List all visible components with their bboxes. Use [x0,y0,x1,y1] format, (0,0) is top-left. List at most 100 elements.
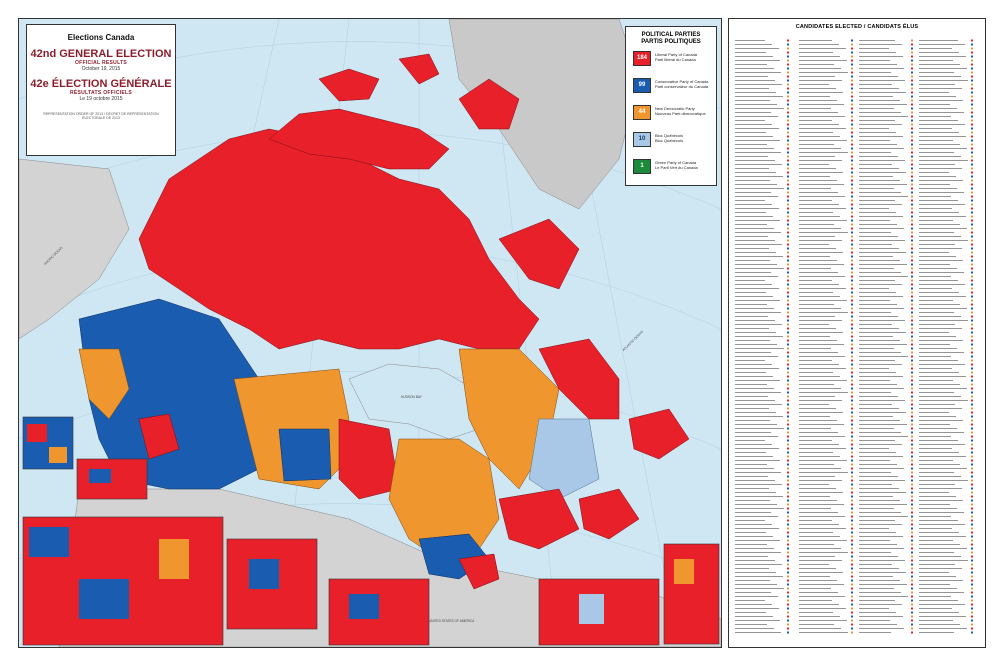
party-swatch [911,471,913,474]
party-swatch [787,599,789,602]
candidate-line [859,532,896,533]
candidate-line [859,80,905,81]
candidate-line [859,496,893,497]
sask-south [278,428,332,482]
candidate-line [799,348,831,349]
candidate-line [799,340,837,341]
party-swatch [971,383,973,386]
party-swatch [787,499,789,502]
party-swatch [971,227,973,230]
party-swatch [971,543,973,546]
candidate-line [735,288,779,289]
candidate-line [799,336,830,337]
party-swatch [911,251,913,254]
party-swatch [851,127,853,130]
candidate-line [799,520,832,521]
party-swatch [971,131,973,134]
party-swatch [851,251,853,254]
candidate-line [859,540,890,541]
candidate-line [799,380,847,381]
party-swatch [971,267,973,270]
party-swatch [851,543,853,546]
candidate-line [919,592,964,593]
candidate-line [919,180,963,181]
candidate-line [799,88,836,89]
candidate-line [919,192,964,193]
candidate-line [735,388,774,389]
candidate-line [799,424,844,425]
candidate-line [919,200,958,201]
candidate-line [919,240,968,241]
candidate-line [919,564,955,565]
candidate-line [919,380,953,381]
candidate-line [859,228,904,229]
candidate-line [919,524,965,525]
candidate-line [859,352,901,353]
candidate-line [735,196,778,197]
candidate-line [859,488,899,489]
party-swatch [851,87,853,90]
party-swatch [851,63,853,66]
party-swatch [971,287,973,290]
party-swatch [851,387,853,390]
candidate-line [799,372,833,373]
party-swatch [851,531,853,534]
hudson-bay-label: HUDSON BAY [401,395,422,399]
candidate-line [799,320,842,321]
candidate-line [919,272,964,273]
party-swatch [787,171,789,174]
candidate-line [919,312,954,313]
party-swatch [971,547,973,550]
candidate-line [735,264,777,265]
seat-count-badge: 44 [633,105,651,120]
candidate-line [919,500,963,501]
candidate-line [735,540,780,541]
arctic-island-1 [268,108,450,170]
candidate-line [799,268,831,269]
candidate-line [919,392,954,393]
party-swatch [911,439,913,442]
party-swatch [787,347,789,350]
candidate-line [859,160,905,161]
candidate-line [799,612,833,613]
party-swatch [911,295,913,298]
seat-count-badge: 1 [633,159,651,174]
candidate-line [859,212,896,213]
party-swatch [911,343,913,346]
candidate-line [859,324,892,325]
candidate-line [919,84,955,85]
party-swatch [851,103,853,106]
candidate-line [735,120,765,121]
usa-label: UNITED STATES OF AMERICA [429,619,475,623]
party-swatch [911,335,913,338]
party-swatch [787,539,789,542]
party-swatch [971,347,973,350]
candidate-line [859,312,891,313]
candidate-line [799,344,844,345]
candidate-line [919,72,954,73]
party-swatch [911,359,913,362]
candidate-line [735,72,781,73]
candidate-line [735,492,776,493]
party-name-en: Bloc Québécois [655,133,684,138]
candidate-line [919,80,968,81]
party-swatch [911,115,913,118]
candidate-line [859,368,889,369]
candidate-line [859,548,904,549]
party-swatch [911,147,913,150]
candidate-line [919,44,965,45]
party-swatch [787,163,789,166]
party-swatch [971,75,973,78]
candidate-line [859,604,902,605]
candidate-line [919,68,967,69]
party-swatch [787,531,789,534]
party-swatch [911,131,913,134]
party-swatch [787,567,789,570]
party-swatch [971,523,973,526]
candidate-line [859,500,900,501]
candidate-line [859,140,890,141]
party-swatch [787,75,789,78]
party-swatch [851,507,853,510]
candidate-line [799,44,839,45]
party-swatch [971,87,973,90]
